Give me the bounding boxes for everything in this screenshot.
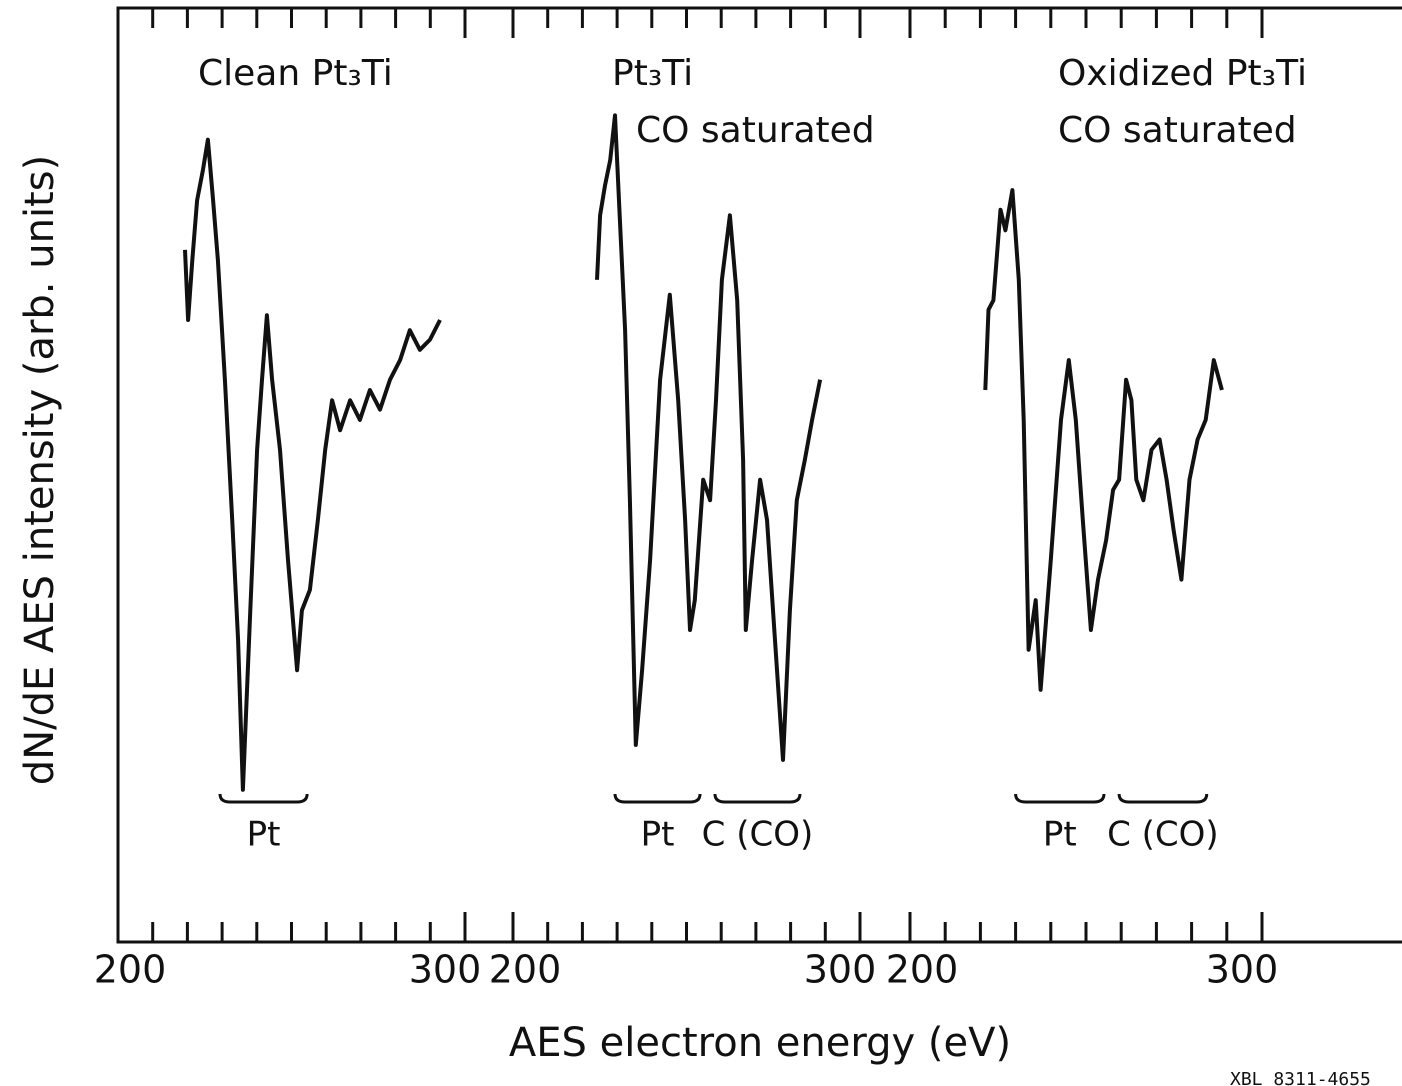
panel-title: CO saturated [1058, 110, 1297, 151]
x-tick-label: 300 [1206, 948, 1279, 992]
panel-title: CO saturated [636, 110, 875, 151]
bracket-label: Pt [1043, 815, 1077, 855]
y-axis-label: dN/dE AES intensity (arb. units) [17, 155, 63, 785]
bracket [1117, 793, 1209, 804]
bracket-label: C (CO) [702, 815, 814, 855]
x-tick-label: 200 [489, 948, 562, 992]
bracket [713, 793, 802, 804]
bracket-label: Pt [247, 815, 281, 855]
bracket [1014, 793, 1106, 804]
bracket-label: C (CO) [1107, 815, 1219, 855]
x-axis-label: AES electron energy (eV) [509, 1020, 1011, 1066]
bracket [218, 793, 309, 804]
bracket-label: Pt [641, 815, 675, 855]
x-tick-label: 200 [886, 948, 959, 992]
x-tick-label: 300 [804, 948, 877, 992]
spectrum-line [595, 113, 823, 762]
spectrum-line [983, 188, 1224, 692]
figure-code: XBL 8311-4655 [1230, 1069, 1371, 1086]
panel-title: Oxidized Pt₃Ti [1058, 53, 1307, 94]
frame [116, 6, 1402, 944]
panel-title: Clean Pt₃Ti [198, 53, 393, 94]
panel-title: Pt₃Ti [612, 53, 693, 94]
bracket [613, 793, 702, 804]
x-tick-label: 200 [94, 948, 167, 992]
x-tick-label: 300 [409, 948, 482, 992]
spectrum-line [183, 137, 442, 792]
